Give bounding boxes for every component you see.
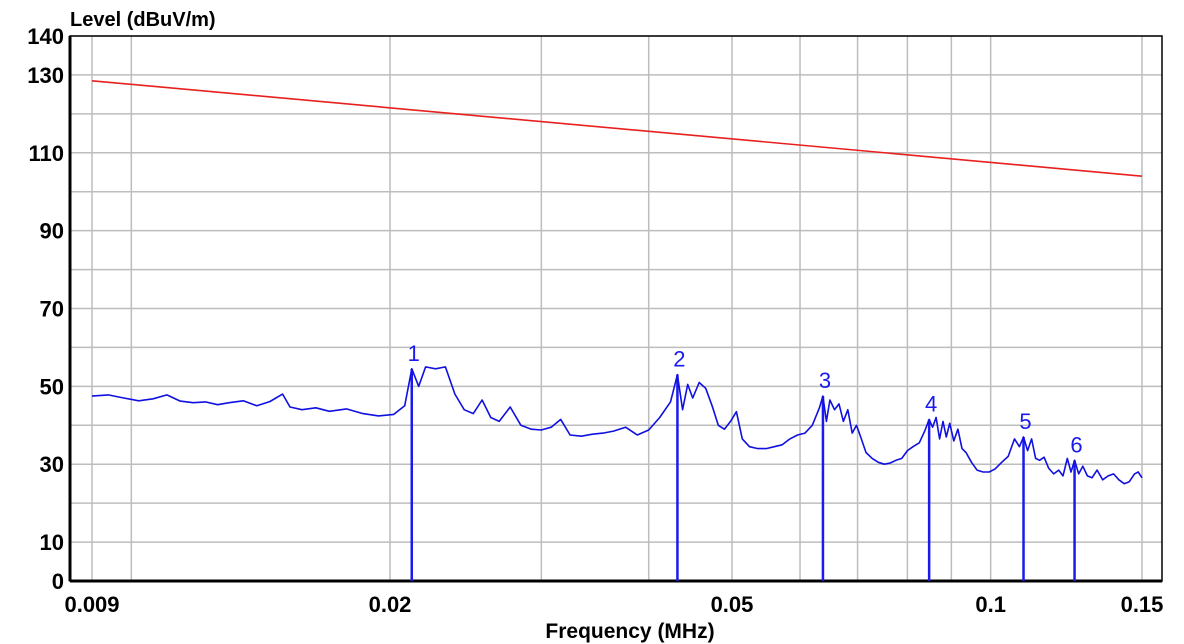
y-tick-label: 140 xyxy=(27,24,64,49)
marker-label-5: 5 xyxy=(1019,409,1031,434)
marker-label-2: 2 xyxy=(673,347,685,372)
y-tick-label: 30 xyxy=(40,452,64,477)
marker-label-3: 3 xyxy=(819,368,831,393)
series-line-0 xyxy=(91,366,1143,485)
x-tick-label: 0.02 xyxy=(369,592,412,617)
marker-label-1: 1 xyxy=(408,341,420,366)
y-tick-group: 0 10 30 50 70 90 110 130 140 xyxy=(27,24,64,594)
marker-group xyxy=(410,368,1076,581)
y-tick-label: 90 xyxy=(40,219,64,244)
x-axis-label: Frequency (MHz) xyxy=(545,620,714,643)
y-tick-label: 0 xyxy=(52,569,64,594)
x-tick-group: 0.009 0.02 0.05 0.1 0.15 xyxy=(64,592,1163,617)
x-tick-label: 0.1 xyxy=(975,592,1006,617)
limit-line-group xyxy=(91,79,1143,177)
y-tick-label: 110 xyxy=(29,141,65,166)
x-tick-label: 0.15 xyxy=(1121,592,1164,617)
x-tick-label: 0.05 xyxy=(711,592,754,617)
marker-label-4: 4 xyxy=(925,391,937,416)
y-tick-label: 10 xyxy=(40,530,64,555)
y-tick-label: 130 xyxy=(27,63,64,88)
y-tick-label: 70 xyxy=(40,297,64,322)
limit-line xyxy=(91,79,1143,177)
x-tick-label: 0.009 xyxy=(64,592,119,617)
marker-label-6: 6 xyxy=(1070,432,1082,457)
y-axis-label: Level (dBuV/m) xyxy=(70,9,216,31)
y-tick-label: 50 xyxy=(40,374,64,399)
marker-label-group: 1 2 3 4 5 6 xyxy=(408,341,1083,457)
series-group xyxy=(91,366,1143,485)
